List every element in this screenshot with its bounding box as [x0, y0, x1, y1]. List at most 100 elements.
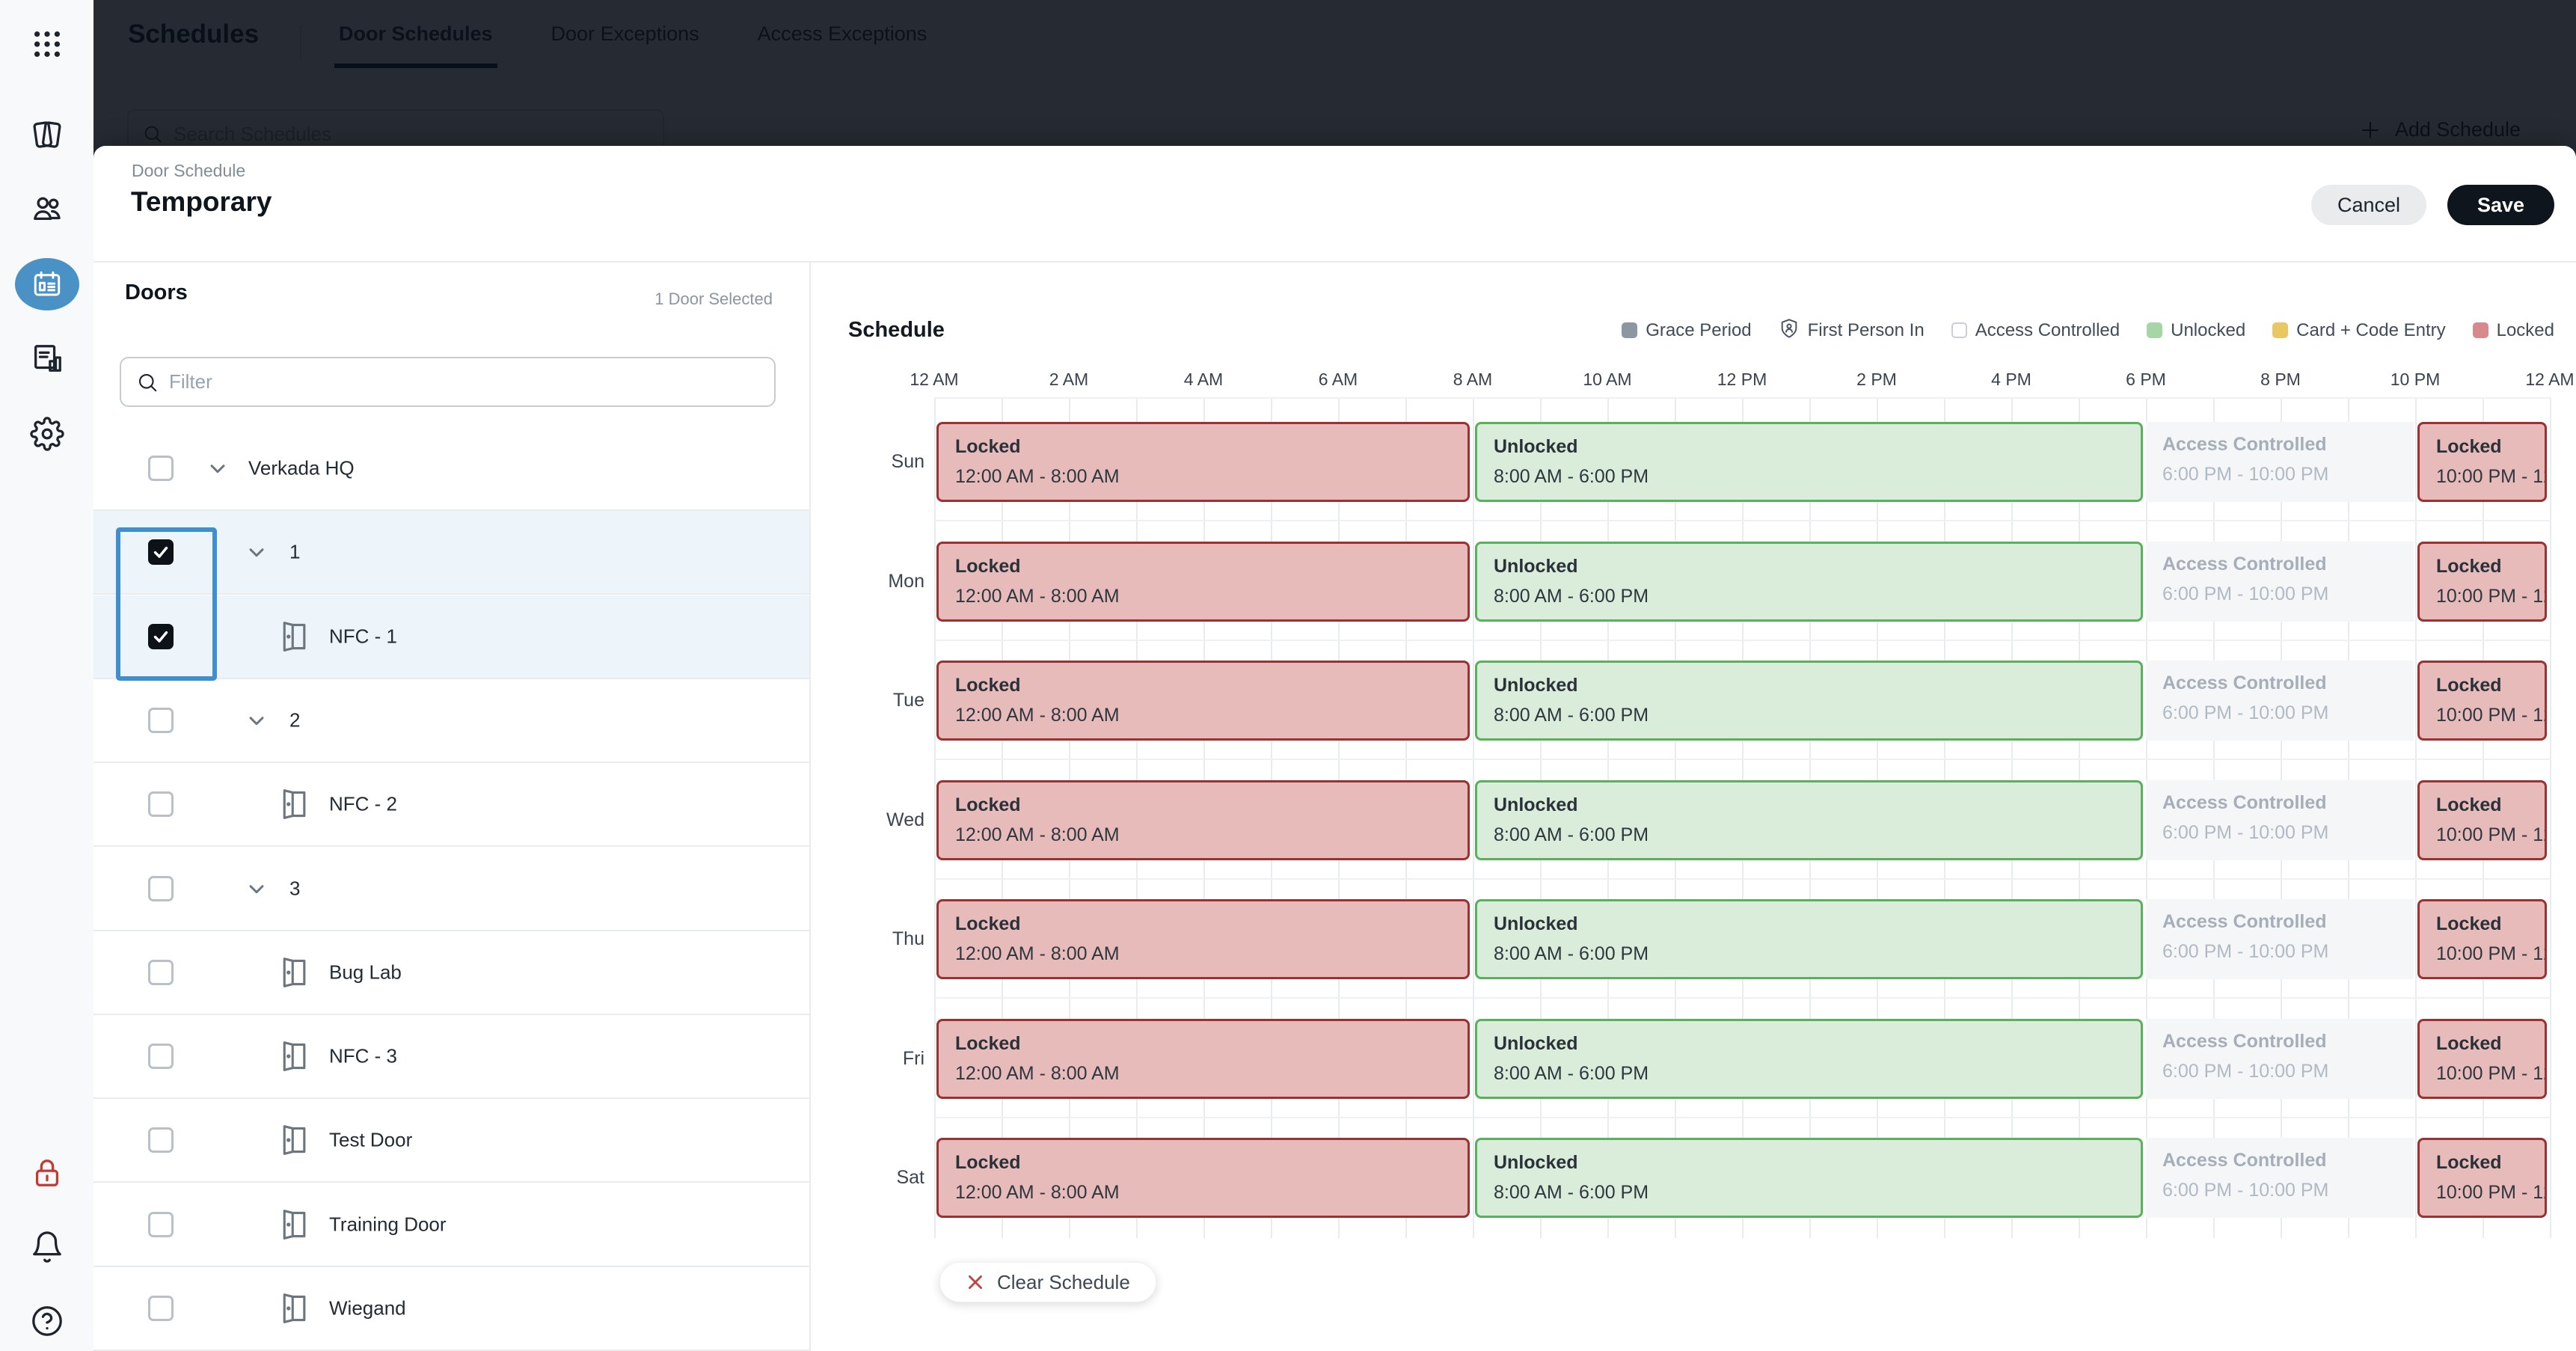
- reports-icon[interactable]: [29, 340, 65, 376]
- clear-schedule-button[interactable]: Clear Schedule: [939, 1262, 1156, 1302]
- schedule-block-unlocked[interactable]: Unlocked 8:00 AM - 6:00 PM: [1475, 1018, 2143, 1099]
- schedules-calendar-icon[interactable]: [14, 258, 79, 310]
- schedule-block-unlocked[interactable]: Unlocked 8:00 AM - 6:00 PM: [1475, 422, 2143, 502]
- checkbox-unchecked[interactable]: [148, 1127, 174, 1154]
- schedule-block-access[interactable]: Access Controlled 6:00 PM - 10:00 PM: [2146, 1018, 2414, 1099]
- settings-gear-icon[interactable]: [29, 416, 65, 452]
- chevron-down-icon[interactable]: [245, 877, 269, 901]
- block-time-range: 10:00 PM - 12:00 AM: [2436, 1182, 2545, 1203]
- schedule-block-access[interactable]: Access Controlled 6:00 PM - 10:00 PM: [2146, 779, 2414, 860]
- door-icon: [278, 1208, 311, 1241]
- schedule-block-locked[interactable]: Locked 12:00 AM - 8:00 AM: [936, 899, 1470, 979]
- schedule-block-access[interactable]: Access Controlled 6:00 PM - 10:00 PM: [2146, 422, 2414, 502]
- block-time-range: 6:00 PM - 10:00 PM: [2162, 583, 2329, 604]
- schedule-block-unlocked[interactable]: Unlocked 8:00 AM - 6:00 PM: [1475, 661, 2143, 741]
- block-state-label: Locked: [955, 555, 1021, 577]
- notifications-bell-icon[interactable]: [29, 1229, 65, 1265]
- tab-door-exceptions[interactable]: Door Exceptions: [551, 22, 699, 45]
- legend-swatch: [2272, 322, 2289, 338]
- schedule-block-unlocked[interactable]: Unlocked 8:00 AM - 6:00 PM: [1475, 1138, 2143, 1218]
- lockdown-lock-icon[interactable]: [29, 1155, 65, 1191]
- door-tree-row-wiegand[interactable]: Wiegand: [93, 1267, 809, 1351]
- door-tree-row-1[interactable]: 1: [93, 511, 809, 595]
- block-time-range: 6:00 PM - 10:00 PM: [2162, 702, 2329, 723]
- schedule-block-locked[interactable]: Locked 10:00 PM - 12:00 AM: [2417, 422, 2547, 502]
- block-state-label: Access Controlled: [2162, 791, 2327, 813]
- schedule-block-locked[interactable]: Locked 10:00 PM - 12:00 AM: [2417, 899, 2547, 979]
- schedule-block-unlocked[interactable]: Unlocked 8:00 AM - 6:00 PM: [1475, 541, 2143, 622]
- schedule-block-locked[interactable]: Locked 10:00 PM - 12:00 AM: [2417, 1018, 2547, 1099]
- block-state-label: Unlocked: [1494, 555, 1578, 577]
- title-divider: [300, 25, 301, 60]
- schedule-block-locked[interactable]: Locked 10:00 PM - 12:00 AM: [2417, 1138, 2547, 1218]
- cancel-button[interactable]: Cancel: [2311, 185, 2426, 225]
- checkbox-unchecked[interactable]: [148, 1211, 174, 1237]
- door-tree-row-2[interactable]: 2: [93, 678, 809, 763]
- door-tree-row-test-door[interactable]: Test Door: [93, 1099, 809, 1183]
- chevron-down-icon[interactable]: [245, 708, 269, 732]
- block-time-range: 10:00 PM - 12:00 AM: [2436, 585, 2545, 607]
- tab-door-schedules[interactable]: Door Schedules: [334, 22, 497, 68]
- block-state-label: Unlocked: [1494, 913, 1578, 934]
- legend-swatch: [2147, 322, 2163, 338]
- checkbox-unchecked[interactable]: [148, 707, 174, 733]
- block-time-range: 12:00 AM - 8:00 AM: [955, 943, 1120, 964]
- door-tree-row-verkada-hq[interactable]: Verkada HQ: [93, 427, 809, 511]
- schedule-row-mon: Locked 12:00 AM - 8:00 AM Unlocked 8:00 AM …: [934, 541, 2551, 622]
- block-time-range: 10:00 PM - 12:00 AM: [2436, 824, 2545, 845]
- schedule-block-locked[interactable]: Locked 12:00 AM - 8:00 AM: [936, 541, 1470, 622]
- schedule-block-access[interactable]: Access Controlled 6:00 PM - 10:00 PM: [2146, 541, 2414, 622]
- checkbox-unchecked[interactable]: [148, 791, 174, 818]
- block-time-range: 12:00 AM - 8:00 AM: [955, 466, 1120, 487]
- door-tree-label: 1: [289, 540, 301, 563]
- page-title: Schedules: [128, 19, 260, 49]
- help-icon[interactable]: [29, 1303, 65, 1339]
- checkbox-unchecked[interactable]: [148, 959, 174, 985]
- schedule-block-locked[interactable]: Locked 12:00 AM - 8:00 AM: [936, 661, 1470, 741]
- checkbox-unchecked[interactable]: [148, 456, 174, 481]
- schedule-block-locked[interactable]: Locked 10:00 PM - 12:00 AM: [2417, 541, 2547, 622]
- schedule-block-locked[interactable]: Locked 12:00 AM - 8:00 AM: [936, 779, 1470, 860]
- door-tree-row-nfc---2[interactable]: NFC - 2: [93, 763, 809, 848]
- schedule-block-access[interactable]: Access Controlled 6:00 PM - 10:00 PM: [2146, 1138, 2414, 1218]
- schedule-block-locked[interactable]: Locked 12:00 AM - 8:00 AM: [936, 1138, 1470, 1218]
- door-filter-input[interactable]: Filter: [120, 357, 776, 407]
- legend-label: Grace Period: [1646, 319, 1752, 340]
- search-placeholder: Search Schedules: [174, 122, 332, 145]
- schedule-block-access[interactable]: Access Controlled 6:00 PM - 10:00 PM: [2146, 899, 2414, 979]
- chevron-down-icon[interactable]: [206, 456, 230, 480]
- door-tree-row-bug-lab[interactable]: Bug Lab: [93, 931, 809, 1015]
- modal-context-label: Door Schedule: [132, 161, 246, 180]
- door-tree-row-3[interactable]: 3: [93, 847, 809, 931]
- schedule-block-unlocked[interactable]: Unlocked 8:00 AM - 6:00 PM: [1475, 779, 2143, 860]
- block-state-label: Unlocked: [1494, 1152, 1578, 1173]
- checkbox-checked[interactable]: [148, 623, 174, 649]
- schedule-block-locked[interactable]: Locked 10:00 PM - 12:00 AM: [2417, 779, 2547, 860]
- door-tree-row-nfc---1[interactable]: NFC - 1: [93, 595, 809, 679]
- legend-item-unlocked: Unlocked: [2147, 320, 2245, 341]
- users-icon[interactable]: [29, 191, 65, 227]
- door-tree-row-training-door[interactable]: Training Door: [93, 1183, 809, 1267]
- schedule-block-locked[interactable]: Locked 12:00 AM - 8:00 AM: [936, 422, 1470, 502]
- apps-grid-icon[interactable]: [29, 26, 65, 62]
- checkbox-unchecked[interactable]: [148, 1044, 174, 1070]
- block-state-label: Access Controlled: [2162, 1150, 2327, 1171]
- schedule-block-access[interactable]: Access Controlled 6:00 PM - 10:00 PM: [2146, 661, 2414, 741]
- shield-person-icon: [1779, 318, 1800, 343]
- legend-item-grace-period: Grace Period: [1622, 319, 1752, 341]
- schedule-block-locked[interactable]: Locked 12:00 AM - 8:00 AM: [936, 1018, 1470, 1099]
- block-state-label: Unlocked: [1494, 794, 1578, 815]
- modal-header: Door Schedule Temporary Cancel Save: [93, 146, 2576, 263]
- checkbox-checked[interactable]: [148, 539, 174, 566]
- schedule-block-locked[interactable]: Locked 10:00 PM - 12:00 AM: [2417, 661, 2547, 741]
- checkbox-unchecked[interactable]: [148, 1296, 174, 1321]
- chevron-down-icon[interactable]: [245, 540, 269, 564]
- checkbox-unchecked[interactable]: [148, 875, 174, 901]
- save-button[interactable]: Save: [2447, 185, 2554, 225]
- door-tree-row-nfc---3[interactable]: NFC - 3: [93, 1015, 809, 1100]
- add-schedule-button[interactable]: Add Schedule: [2359, 118, 2521, 141]
- tab-access-exceptions[interactable]: Access Exceptions: [757, 22, 927, 45]
- access-cards-icon[interactable]: [29, 117, 65, 153]
- schedule-block-unlocked[interactable]: Unlocked 8:00 AM - 6:00 PM: [1475, 899, 2143, 979]
- schedule-row-tue: Locked 12:00 AM - 8:00 AM Unlocked 8:00 AM …: [934, 661, 2551, 741]
